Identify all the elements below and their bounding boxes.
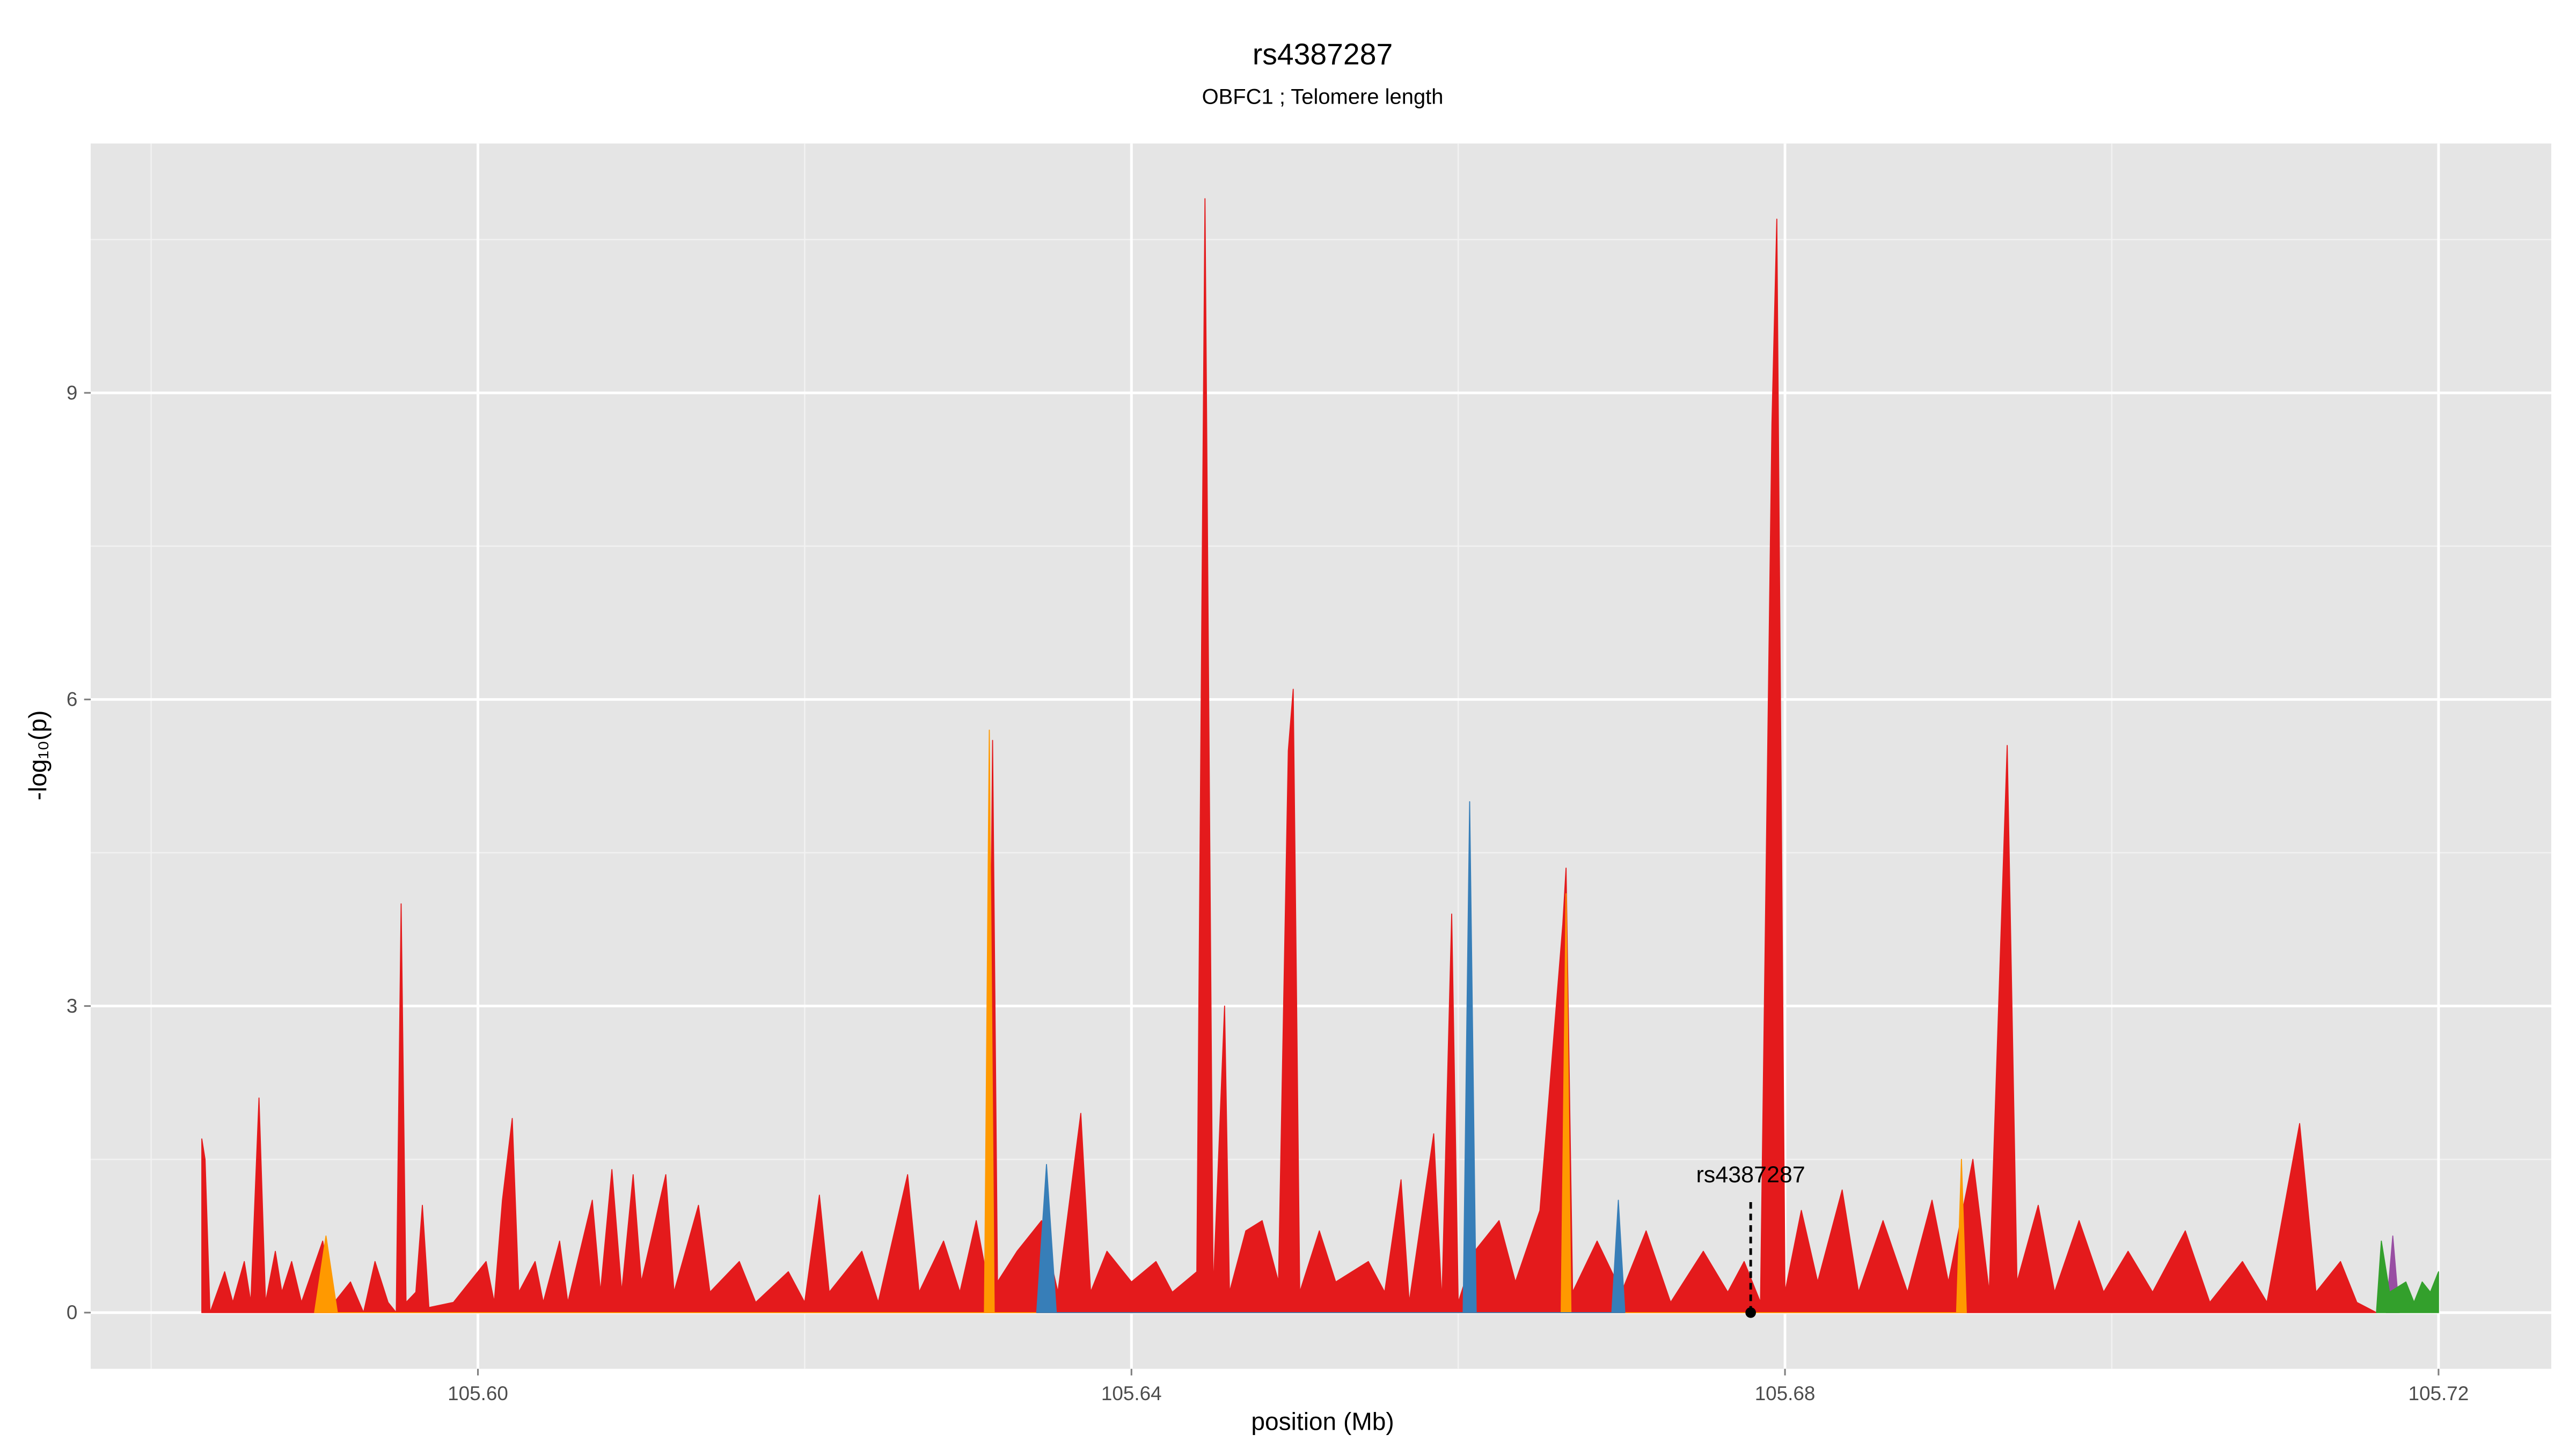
y-axis-label: -log₁₀(p) [24,711,52,801]
chart-subtitle: OBFC1 ; Telomere length [1202,85,1444,109]
area [201,198,2377,1313]
annotation-point [1745,1307,1756,1318]
y-tick-label: 9 [67,382,78,404]
x-tick-label: 105.72 [2408,1382,2469,1404]
y-tick-label: 6 [67,689,78,711]
y-tick-label: 0 [67,1301,78,1323]
plot-panel [91,143,2551,1369]
area [2376,1240,2439,1313]
y-tick-label: 3 [67,995,78,1017]
area [1036,801,1626,1313]
x-tick-label: 105.68 [1755,1382,1816,1404]
x-tick-label: 105.60 [448,1382,508,1404]
chart-title: rs4387287 [1253,38,1393,71]
plot-area [201,198,2439,1313]
x-axis-label: position (Mb) [1251,1407,1394,1435]
x-tick-label: 105.64 [1101,1382,1162,1404]
annotation-label: rs4387287 [1696,1162,1805,1188]
